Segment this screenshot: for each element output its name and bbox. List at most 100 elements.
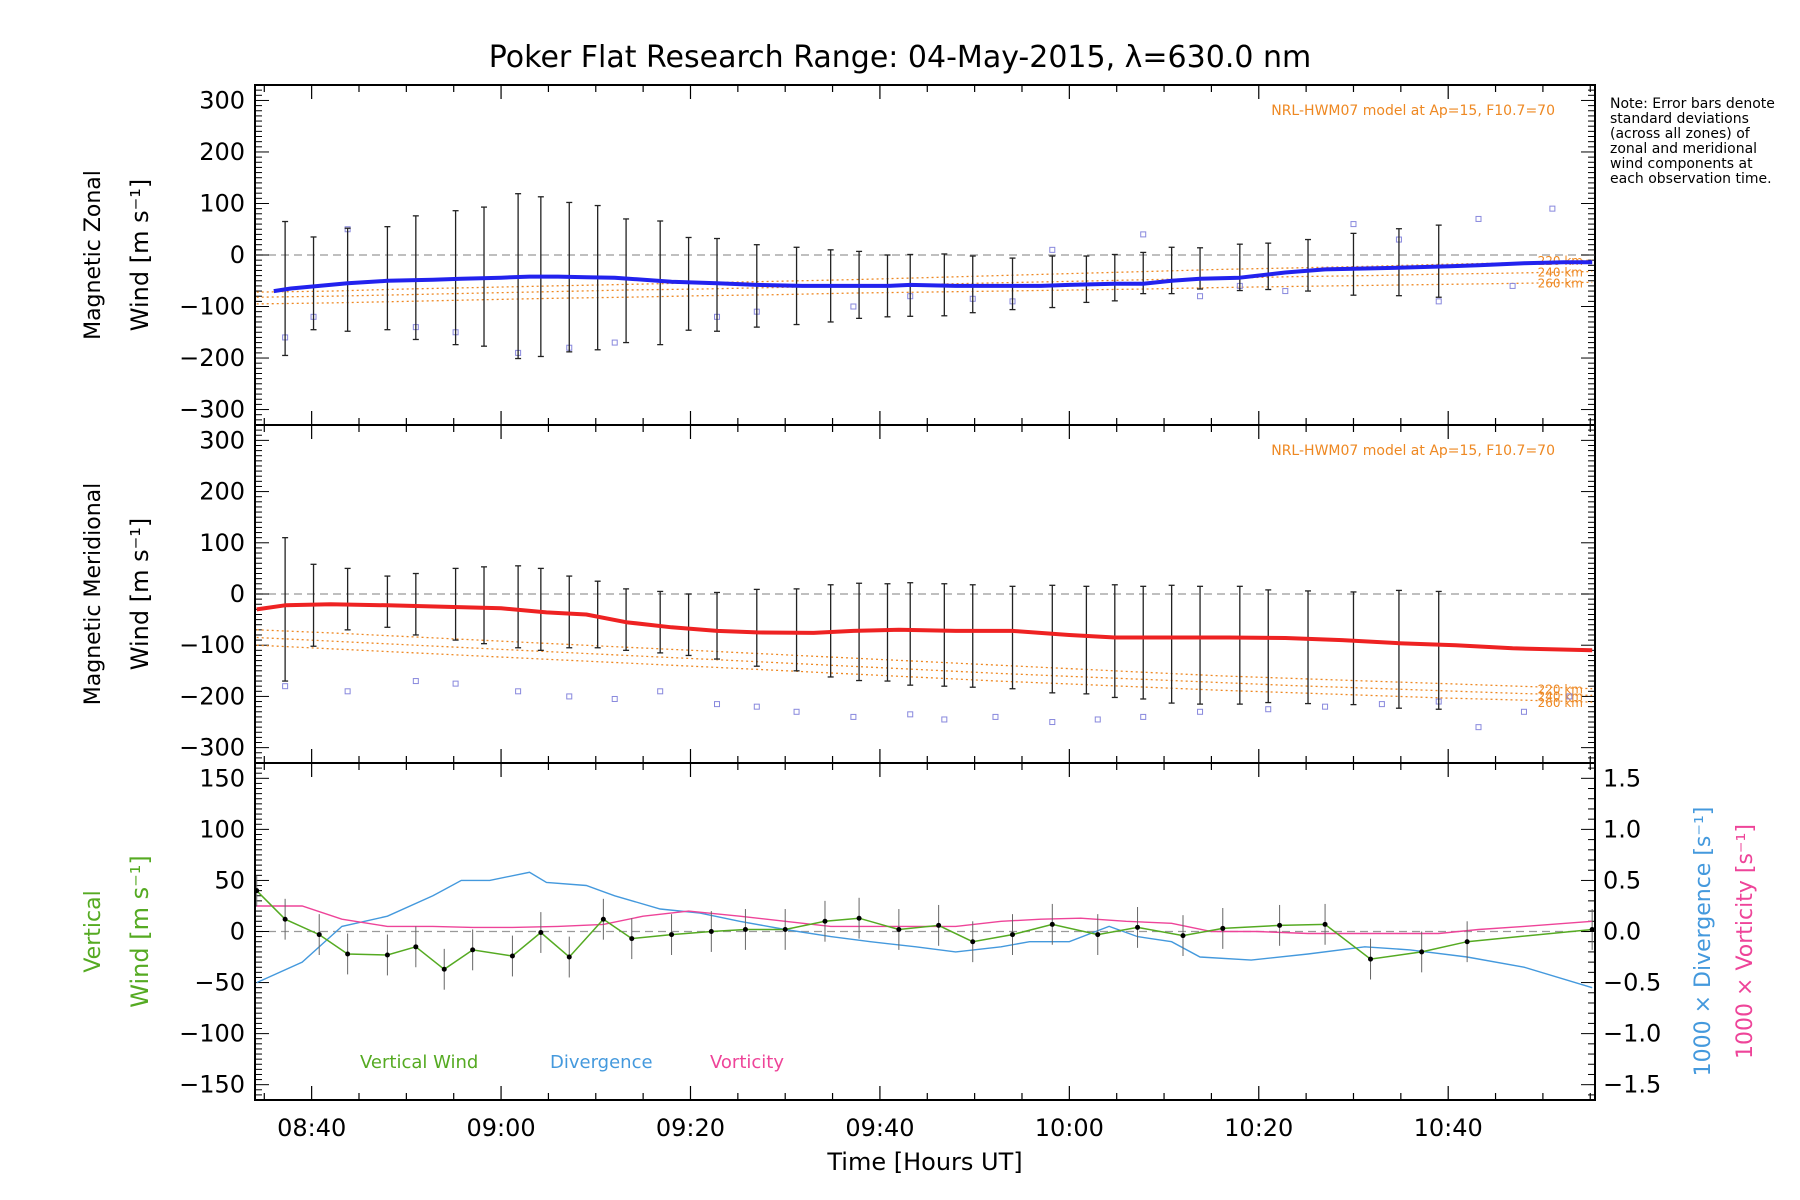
vertical-wind-point	[470, 947, 476, 953]
chart-title: Poker Flat Research Range: 04-May-2015, …	[488, 40, 1312, 75]
y-tick-label: 150	[199, 764, 245, 792]
legend-item: Vorticity	[710, 1052, 784, 1073]
y-tick-label: −200	[179, 682, 245, 710]
vertical-wind-line	[256, 890, 1593, 971]
scatter-point	[282, 683, 289, 690]
panel-zonal: −300 −200 −100 0 100 200 300 Magnetic Zonal Wind…	[81, 84, 1596, 426]
zonal-wind-line	[273, 260, 1593, 294]
vertical-wind-point	[1095, 932, 1101, 938]
vertical-wind-point	[282, 916, 288, 922]
vertical-wind-point	[600, 916, 606, 922]
vertical-wind-point	[413, 944, 419, 950]
scatter-point	[412, 678, 419, 685]
y-tick-label: −150	[179, 1071, 245, 1099]
vorticity-line	[256, 905, 1593, 935]
y2-axis-label-divergence: 1000 × Divergence [s⁻¹]	[1691, 807, 1716, 1077]
vertical-wind-point	[896, 926, 902, 932]
vertical-wind-point	[1135, 924, 1141, 930]
scatter-point	[1566, 693, 1573, 700]
vertical-wind-point	[856, 915, 862, 921]
vertical-wind-point	[254, 888, 260, 894]
y-tick-label: −200	[179, 344, 245, 372]
legend-item: Vertical Wind	[360, 1052, 478, 1073]
vertical-wind-point	[782, 926, 788, 932]
vertical-wind-point	[1589, 926, 1595, 932]
y-tick-label: −100	[179, 1020, 245, 1048]
scatter-point	[992, 713, 999, 720]
vertical-wind-point	[936, 922, 942, 928]
scatter-point	[566, 693, 573, 700]
scatter-point	[1350, 221, 1357, 228]
vertical-wind-point	[1220, 925, 1226, 931]
scatter-point	[907, 711, 914, 718]
y-tick-label: 50	[214, 866, 245, 894]
scatter-point	[1520, 708, 1527, 715]
y2-tick-label: −0.5	[1603, 969, 1661, 997]
y2-tick-label: −1.5	[1603, 1071, 1661, 1099]
model-curve	[256, 636, 1593, 697]
scatter-point	[850, 303, 857, 310]
model-curve-label: 240 km	[1538, 265, 1583, 279]
vertical-wind-point	[441, 966, 447, 972]
scatter-point	[1475, 215, 1482, 222]
scatter-point	[611, 695, 618, 702]
model-curve-label: 260 km	[1538, 276, 1583, 290]
vertical-wind-point	[384, 952, 390, 958]
y-axis-label: Wind [m s⁻¹]	[126, 855, 154, 1007]
note-text: Note: Error bars denote standard deviati…	[1610, 96, 1775, 187]
y2-tick-label: 0.0	[1603, 918, 1641, 946]
x-tick-label: 09:00	[466, 1114, 535, 1142]
vertical-wind-point	[1419, 949, 1425, 955]
scatter-point	[1378, 701, 1385, 708]
y-tick-label: −50	[194, 969, 245, 997]
vertical-wind-point	[566, 954, 572, 960]
x-tick-label: 10:00	[1035, 1114, 1104, 1142]
scatter-point	[941, 716, 948, 723]
y-axis-label: Wind [m s⁻¹]	[126, 518, 154, 670]
vertical-wind-point	[1010, 932, 1016, 938]
scatter-point	[1140, 231, 1147, 238]
scatter-point	[657, 688, 664, 695]
x-tick-label: 08:40	[277, 1114, 346, 1142]
y-axis-label: Magnetic Zonal	[81, 170, 106, 340]
scatter-point	[1282, 288, 1289, 295]
vertical-wind-point	[1464, 939, 1470, 945]
model-curve	[256, 644, 1593, 703]
scatter-point	[1509, 282, 1516, 289]
y-tick-label: 0	[230, 918, 245, 946]
scatter-point	[1549, 205, 1556, 212]
y-tick-label: −100	[179, 631, 245, 659]
model-curve-label: 260 km	[1538, 696, 1583, 710]
y-tick-label: 0	[230, 241, 245, 269]
vertical-wind-point	[316, 932, 322, 938]
scatter-point	[1475, 724, 1482, 731]
scatter-point	[1094, 716, 1101, 723]
model-annotation: NRL-HWM07 model at Ap=15, F10.7=70	[1271, 443, 1555, 459]
vertical-wind-point	[1277, 922, 1283, 928]
y-tick-label: 100	[199, 815, 245, 843]
y-tick-label: −100	[179, 293, 245, 321]
vertical-wind-point	[1322, 921, 1328, 927]
y2-tick-label: −1.0	[1603, 1020, 1661, 1048]
model-curve-label: 240 km	[1538, 689, 1583, 703]
x-tick-label: 10:40	[1414, 1114, 1483, 1142]
vertical-wind-point	[970, 939, 976, 945]
y2-tick-label: 1.0	[1603, 815, 1641, 843]
y-tick-label: −300	[179, 396, 245, 424]
y-tick-label: 0	[230, 580, 245, 608]
model-curve	[256, 259, 1593, 293]
scatter-point	[1140, 713, 1147, 720]
scatter-point	[515, 688, 522, 695]
x-tick-label: 10:20	[1224, 1114, 1293, 1142]
y-tick-label: 200	[199, 478, 245, 506]
y-tick-label: 100	[199, 189, 245, 217]
vertical-wind-point	[669, 932, 675, 938]
y2-axis-label-vorticity: 1000 × Vorticity [s⁻¹]	[1733, 824, 1758, 1059]
scatter-point	[1265, 706, 1272, 713]
scatter-point	[1322, 703, 1329, 710]
panel-meridional: −300 −200 −100 0 100 200 300 Magnetic Meridiona…	[81, 424, 1596, 764]
x-tick-label: 09:20	[656, 1114, 725, 1142]
scatter-point	[1197, 293, 1204, 300]
scatter-point	[1049, 719, 1056, 726]
